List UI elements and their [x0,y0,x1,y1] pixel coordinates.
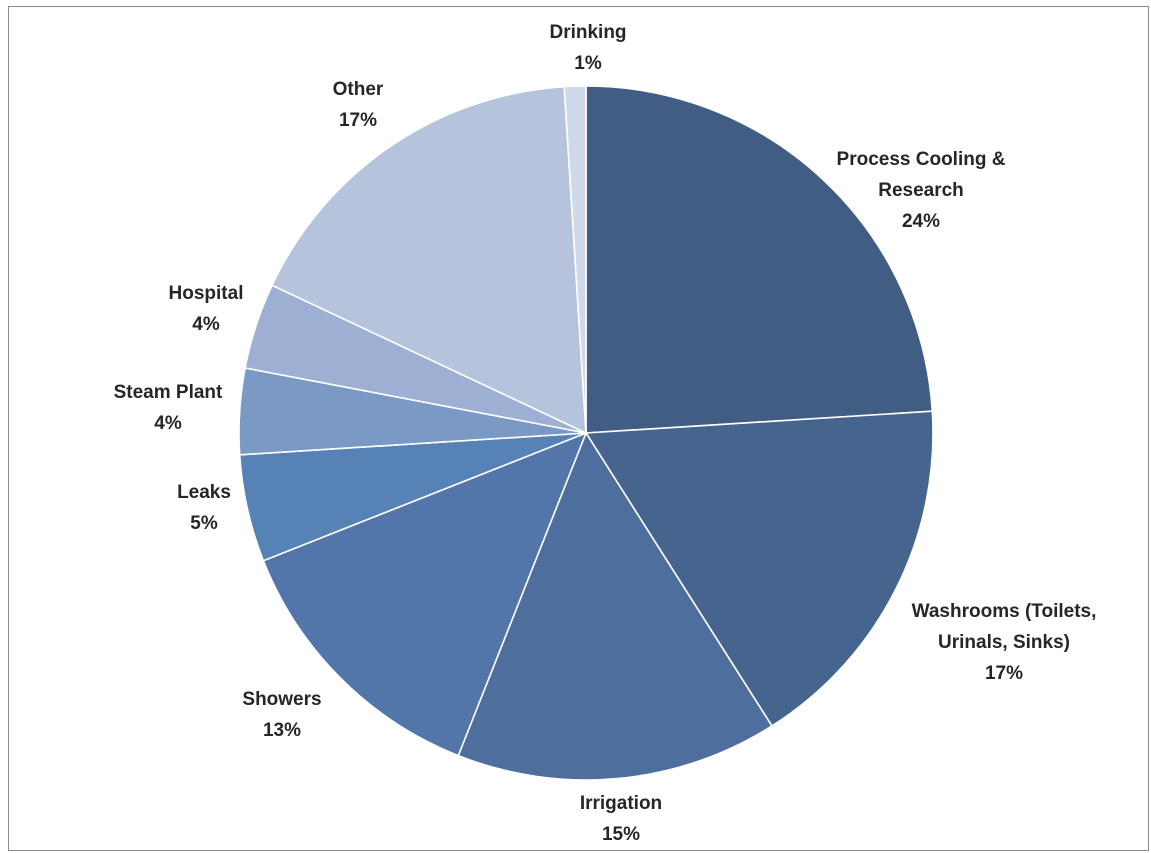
label-irrigation: Irrigation 15% [580,793,662,845]
label-name-line: Hospital [169,283,244,304]
label-name-line: Leaks [177,482,231,503]
pie-slices [238,85,934,781]
pie-chart: Process Cooling & Research 24% Washrooms (T… [114,22,1097,845]
label-name-line: Other [333,79,384,100]
slice-washrooms-toilets-urinals-sinks [584,410,934,728]
label-name-line: Drinking [549,22,626,43]
label-name-line: Irrigation [580,793,662,814]
label-showers: Showers 13% [242,689,321,741]
slice-other [270,85,587,435]
label-process-cooling-research: Process Cooling & Research 24% [837,149,1006,232]
slice-irrigation [457,431,774,781]
label-value: 17% [985,663,1023,684]
label-drinking: Drinking 1% [549,22,626,74]
label-value: 15% [602,824,640,845]
label-name-line: Showers [242,689,321,710]
label-other: Other 17% [333,79,384,131]
slice-labels: Process Cooling & Research 24% Washrooms (T… [114,22,1097,845]
label-value: 24% [902,211,940,232]
slice-showers [262,431,588,757]
label-value: 1% [574,53,602,74]
slice-process-cooling-research [585,85,934,434]
label-value: 13% [263,720,301,741]
label-name-line: Research [878,180,964,201]
slice-drinking [563,85,587,434]
label-name-line: Process Cooling & [837,149,1006,170]
label-value: 17% [339,110,377,131]
label-washrooms-toilets-urinals-sinks: Washrooms (Toilets, Urinals, Sinks) 17% [912,601,1097,684]
chart-frame: Process Cooling & Research 24% Washrooms (T… [8,6,1149,851]
label-value: 5% [190,513,218,534]
label-hospital: Hospital 4% [169,283,244,335]
label-value: 4% [192,314,220,335]
label-steam-plant: Steam Plant 4% [114,382,223,434]
label-name-line: Steam Plant [114,382,223,403]
label-value: 4% [154,413,182,434]
label-name-line: Washrooms (Toilets, [912,601,1097,622]
label-leaks: Leaks 5% [177,482,231,534]
label-name-line: Urinals, Sinks) [938,632,1070,653]
